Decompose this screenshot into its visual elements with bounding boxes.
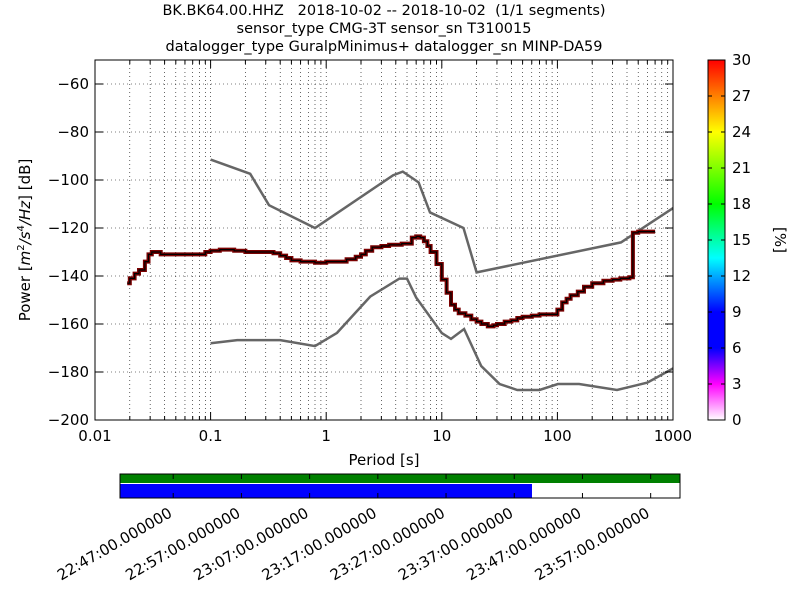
- x-tick-label: 1000: [654, 427, 692, 445]
- colorbar-label: [%]: [771, 227, 789, 253]
- colorbar-tick-label: 24: [732, 123, 751, 141]
- x-tick-label: 1: [321, 427, 331, 445]
- series-layer: [127, 158, 673, 392]
- coverage-tick-label: 23:57:00.000000: [532, 504, 653, 584]
- colorbar-tick-label: 6: [732, 339, 742, 357]
- title-line-3: datalogger_type GuralpMinimus+ datalogge…: [165, 39, 603, 55]
- y-tick-label: −60: [57, 75, 89, 93]
- coverage-green-strip: [120, 474, 680, 483]
- x-tick-label: 100: [543, 427, 572, 445]
- data-coverage-bar: 22:47:00.00000022:57:00.00000023:07:00.0…: [54, 473, 681, 584]
- y-tick-label: −100: [48, 171, 89, 189]
- colorbar: 0 3 6 9 12 15 18 21 24 27 30 [%]: [707, 51, 789, 429]
- chart-title: BK.BK64.00.HHZ 2018-10-02 -- 2018-10-02 …: [95, 2, 673, 56]
- psd-plot: 0.01 0.1 1 10 100 1000 −200 −180 −160 −140 −120 −10…: [16, 59, 692, 469]
- colorbar-tick-label: 21: [732, 159, 751, 177]
- y-tick-label: −120: [48, 219, 89, 237]
- y-tick-label: −160: [48, 315, 89, 333]
- axis-ticks: 0.01 0.1 1 10 100 1000 −200 −180 −160 −140 −120 −10…: [48, 60, 692, 445]
- title-line-2: sensor_type CMG-3T sensor_sn T310015: [236, 21, 532, 37]
- mode-line: [127, 231, 656, 327]
- x-axis-label: Period [s]: [348, 451, 419, 469]
- coverage-tick-label: 22:47:00.000000: [54, 504, 175, 584]
- coverage-tick-label: 23:47:00.000000: [463, 504, 584, 584]
- plot-background: [95, 60, 673, 420]
- coverage-tick-label: 22:57:00.000000: [122, 504, 243, 584]
- plot-frame: [94, 59, 674, 421]
- coverage-border: [119, 473, 681, 499]
- colorbar-ticks: 0 3 6 9 12 15 18 21 24 27 30: [708, 51, 751, 429]
- y-tick-label: −140: [48, 267, 89, 285]
- colorbar-tick-label: 30: [732, 51, 751, 69]
- colorbar-tick-label: 12: [732, 267, 751, 285]
- colorbar-tick-label: 27: [732, 87, 751, 105]
- y-tick-label: −200: [48, 411, 89, 429]
- grid: [95, 60, 673, 420]
- x-tick-label: 0.01: [78, 427, 111, 445]
- y-tick-label: −180: [48, 363, 89, 381]
- title-line-1: BK.BK64.00.HHZ 2018-10-02 -- 2018-10-02 …: [162, 3, 606, 19]
- colorbar-tick-label: 3: [732, 375, 742, 393]
- y-axis-label: Power [m2/s4/Hz] [dB]: [16, 159, 34, 322]
- coverage-tick-label: 23:37:00.000000: [395, 504, 516, 584]
- colorbar-tick-label: 15: [732, 231, 751, 249]
- coverage-blue-strip: [120, 484, 532, 498]
- x-tick-label: 0.1: [199, 427, 223, 445]
- coverage-tick-label: 23:17:00.000000: [259, 504, 380, 584]
- colorbar-tick-label: 0: [732, 411, 742, 429]
- y-tick-label: −80: [57, 123, 89, 141]
- x-tick-label: 10: [432, 427, 451, 445]
- colorbar-tick-label: 18: [732, 195, 751, 213]
- coverage-tick-label: 23:27:00.000000: [327, 504, 448, 584]
- low-noise-model-line: [210, 277, 673, 392]
- coverage-tick-label: 23:07:00.000000: [191, 504, 312, 584]
- high-noise-model-line: [210, 158, 673, 274]
- colorbar-tick-label: 9: [732, 303, 742, 321]
